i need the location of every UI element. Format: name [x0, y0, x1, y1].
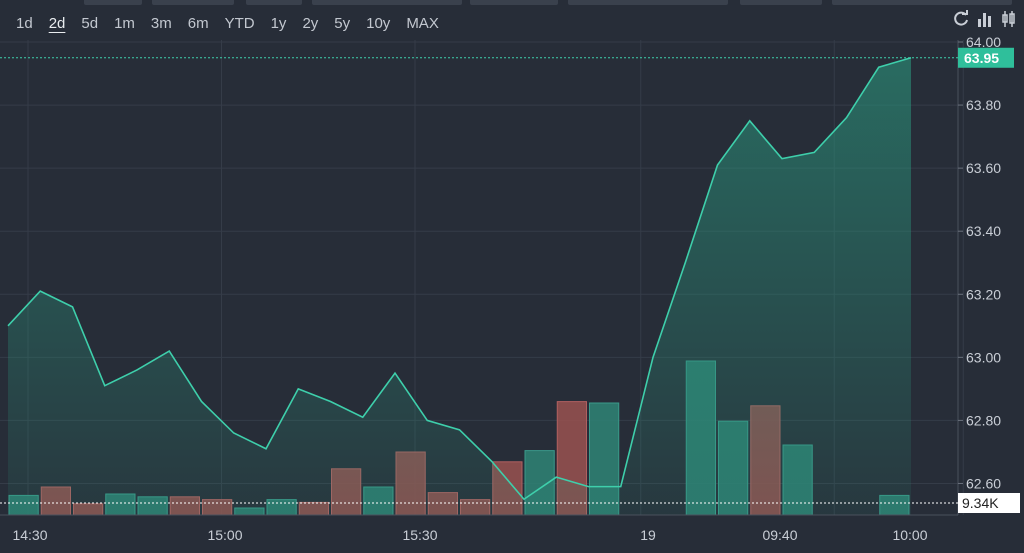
chart-tools — [952, 10, 1018, 28]
refresh-icon[interactable] — [952, 10, 970, 28]
price-area — [7, 56, 912, 516]
top-strip — [0, 0, 1024, 5]
x-tick-label: 15:00 — [207, 527, 242, 543]
x-tick-label: 09:40 — [762, 527, 797, 543]
y-tick-label: 63.80 — [966, 97, 1001, 113]
range-button-10y[interactable]: 10y — [358, 14, 398, 34]
range-button-max[interactable]: MAX — [398, 14, 447, 34]
last-price-badge — [958, 47, 1014, 68]
y-tick-label: 62.80 — [966, 412, 1001, 428]
range-button-1m[interactable]: 1m — [106, 14, 143, 34]
markers: 63.95 9.34K — [0, 47, 1020, 513]
y-axis: 64.00 63.80 63.60 63.40 63.20 63.00 62.80 62.60 — [957, 34, 1001, 515]
range-button-1d[interactable]: 1d — [8, 14, 41, 34]
range-button-5y[interactable]: 5y — [326, 14, 358, 34]
range-button-ytd[interactable]: YTD — [217, 14, 263, 34]
x-tick-label: 14:30 — [12, 527, 47, 543]
price-line — [7, 56, 912, 501]
price-area-fill — [8, 57, 911, 516]
range-button-5d[interactable]: 5d — [73, 14, 106, 34]
x-axis: 14:30 15:00 15:30 19 09:40 10:00 — [0, 514, 958, 543]
range-button-1y[interactable]: 1y — [263, 14, 295, 34]
range-selector: 1d 2d 5d 1m 3m 6m YTD 1y 2y 5y 10y MAX — [8, 14, 447, 34]
bar-chart-icon[interactable] — [976, 10, 994, 28]
range-button-3m[interactable]: 3m — [143, 14, 180, 34]
candlestick-icon[interactable] — [1000, 10, 1018, 28]
y-tick-label: 63.60 — [966, 160, 1001, 176]
y-tick-label: 62.60 — [966, 475, 1001, 491]
range-button-2d[interactable]: 2d — [41, 14, 74, 34]
x-tick-label: 15:30 — [402, 527, 437, 543]
last-volume-badge — [958, 493, 1020, 513]
y-tick-label: 63.00 — [966, 349, 1001, 365]
range-button-2y[interactable]: 2y — [294, 14, 326, 34]
y-tick-label: 64.00 — [966, 34, 1001, 50]
last-price-label: 63.95 — [964, 50, 999, 66]
y-tick-label: 63.20 — [966, 286, 1001, 302]
x-tick-label: 10:00 — [892, 527, 927, 543]
x-tick-label: 19 — [640, 527, 656, 543]
last-volume-label: 9.34K — [962, 495, 999, 511]
range-button-6m[interactable]: 6m — [180, 14, 217, 34]
y-tick-label: 63.40 — [966, 223, 1001, 239]
